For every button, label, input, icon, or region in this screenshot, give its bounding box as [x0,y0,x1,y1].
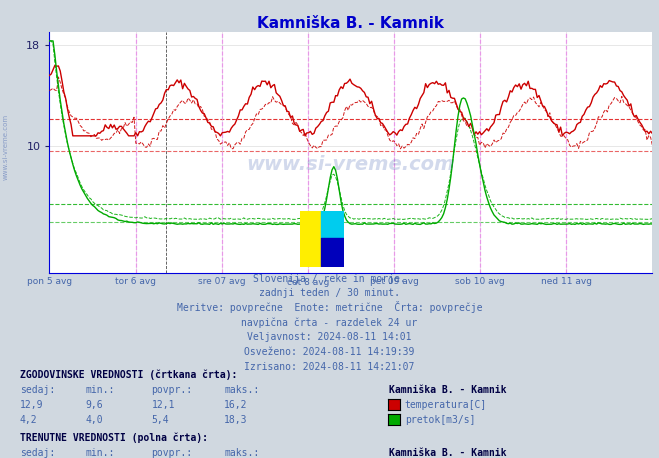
Text: Osveženo: 2024-08-11 14:19:39: Osveženo: 2024-08-11 14:19:39 [244,347,415,357]
Text: povpr.:: povpr.: [152,448,192,458]
Text: 9,6: 9,6 [86,400,103,410]
Text: zadnji teden / 30 minut.: zadnji teden / 30 minut. [259,289,400,298]
Text: temperatura[C]: temperatura[C] [405,400,487,410]
Text: 12,1: 12,1 [152,400,175,410]
Text: TRENUTNE VREDNOSTI (polna črta):: TRENUTNE VREDNOSTI (polna črta): [20,432,208,442]
Text: 5,4: 5,4 [152,415,169,425]
Text: navpična črta - razdelek 24 ur: navpična črta - razdelek 24 ur [241,317,418,327]
Title: Kamniška B. - Kamnik: Kamniška B. - Kamnik [258,16,444,31]
Text: maks.:: maks.: [224,385,259,395]
Text: Izrisano: 2024-08-11 14:21:07: Izrisano: 2024-08-11 14:21:07 [244,362,415,371]
Text: Kamniška B. - Kamnik: Kamniška B. - Kamnik [389,448,506,458]
Text: www.si-vreme.com: www.si-vreme.com [246,155,455,174]
Text: www.si-vreme.com: www.si-vreme.com [2,114,9,180]
Text: maks.:: maks.: [224,448,259,458]
Text: 4,2: 4,2 [20,415,38,425]
Text: Veljavnost: 2024-08-11 14:01: Veljavnost: 2024-08-11 14:01 [247,333,412,342]
Text: 12,9: 12,9 [20,400,43,410]
Text: min.:: min.: [86,448,115,458]
Text: 16,2: 16,2 [224,400,248,410]
Text: Kamniška B. - Kamnik: Kamniška B. - Kamnik [389,385,506,395]
Text: Slovenija / reke in morje.: Slovenija / reke in morje. [253,274,406,284]
Text: sedaj:: sedaj: [20,448,55,458]
Text: Meritve: povprečne  Enote: metrične  Črta: povprečje: Meritve: povprečne Enote: metrične Črta:… [177,301,482,313]
Text: min.:: min.: [86,385,115,395]
Text: 4,0: 4,0 [86,415,103,425]
Text: pretok[m3/s]: pretok[m3/s] [405,415,475,425]
Text: povpr.:: povpr.: [152,385,192,395]
Text: sedaj:: sedaj: [20,385,55,395]
Text: 18,3: 18,3 [224,415,248,425]
Text: ZGODOVINSKE VREDNOSTI (črtkana črta):: ZGODOVINSKE VREDNOSTI (črtkana črta): [20,369,237,380]
